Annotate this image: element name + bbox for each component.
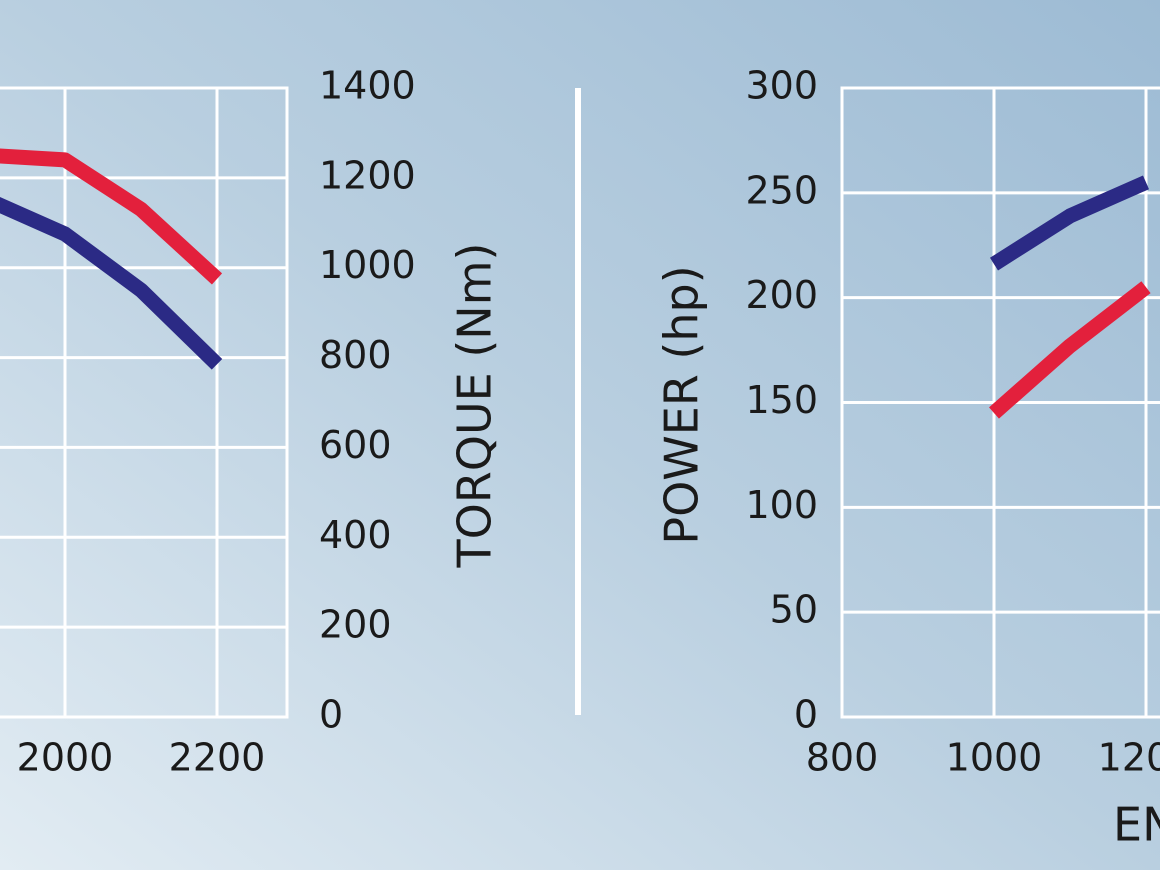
plot-border xyxy=(0,86,289,719)
y-tick-label: 1200 xyxy=(319,153,416,197)
y-tick-label: 300 xyxy=(745,64,818,108)
x-tick-label: 2200 xyxy=(169,736,266,780)
x-tick-label: 2000 xyxy=(17,736,114,780)
y-tick-label: 1000 xyxy=(319,243,416,287)
y-tick-label: 0 xyxy=(319,693,343,737)
y-tick-label: 1400 xyxy=(319,64,416,108)
y-tick-label: 250 xyxy=(745,168,818,212)
y-tick-label: 800 xyxy=(319,333,392,377)
y-axis-title: TORQUE (Nm) xyxy=(448,243,502,569)
y-tick-label: 400 xyxy=(319,513,392,557)
x-tick-label: 1000 xyxy=(946,736,1043,780)
x-tick-label: 800 xyxy=(806,736,879,780)
y-tick-label: 50 xyxy=(770,588,818,632)
y-tick-label: 100 xyxy=(745,483,818,527)
data-line xyxy=(989,281,1151,419)
x-tick-label: 1200 xyxy=(1098,736,1160,780)
data-line xyxy=(0,148,223,285)
data-line xyxy=(989,175,1150,271)
y-tick-label: 200 xyxy=(745,273,818,317)
plot-border xyxy=(840,86,1160,719)
y-tick-label: 0 xyxy=(794,693,818,737)
y-axis-title: POWER (hp) xyxy=(655,265,709,544)
y-tick-label: 600 xyxy=(319,423,392,467)
data-line xyxy=(0,196,223,370)
x-axis-title: EN xyxy=(1113,798,1160,852)
y-tick-label: 200 xyxy=(319,603,392,647)
y-tick-label: 150 xyxy=(745,378,818,422)
